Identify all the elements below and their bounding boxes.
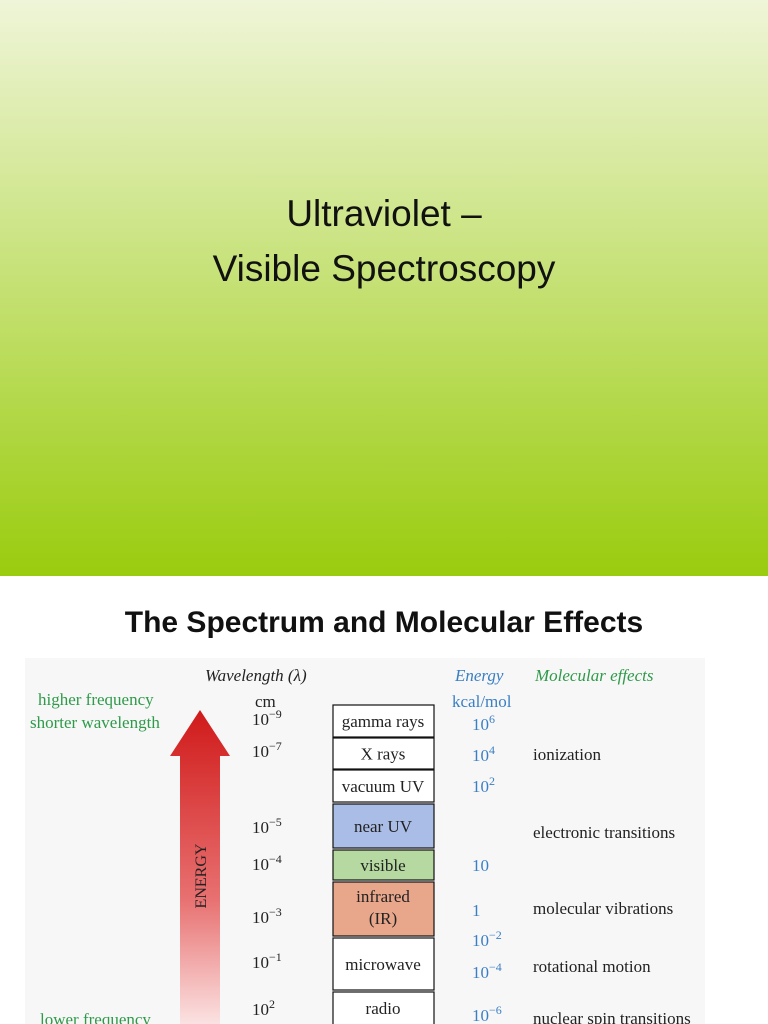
region-box — [332, 769, 435, 803]
region-box — [332, 704, 435, 738]
power-exp: −4 — [269, 852, 282, 866]
title-line: Ultraviolet – — [286, 193, 482, 234]
power-exp: −9 — [269, 707, 282, 721]
power-base: 10 — [472, 856, 489, 875]
power-base: 10 — [472, 1006, 489, 1024]
power-label: 104 — [472, 743, 495, 765]
power-base: 10 — [252, 1000, 269, 1019]
region-box — [332, 849, 435, 881]
power-base: 10 — [252, 710, 269, 729]
power-exp: −3 — [269, 905, 282, 919]
power-base: 10 — [252, 742, 269, 761]
region-box — [332, 937, 435, 991]
region-box — [332, 737, 435, 770]
region-box — [332, 881, 435, 937]
power-label: 1 — [472, 901, 481, 920]
header: Wavelength (λ) — [205, 666, 307, 685]
power-base: 1 — [472, 901, 481, 920]
power-base: 10 — [252, 855, 269, 874]
power-exp: 6 — [489, 712, 495, 726]
power-label: 10−4 — [252, 852, 282, 874]
energy-arrow — [170, 710, 230, 1024]
power-label: 10−6 — [472, 1003, 502, 1024]
power-label: 10−4 — [472, 960, 502, 982]
region-box — [332, 803, 435, 849]
region-column — [332, 704, 435, 1024]
power-base: 10 — [252, 818, 269, 837]
note: higher frequency — [38, 690, 154, 709]
region-label: microwave — [345, 955, 421, 974]
labels: gamma rays X rays vacuum UV near UV visible i… — [252, 707, 691, 1024]
header: Energy — [454, 666, 504, 685]
region-label: near UV — [354, 817, 413, 836]
power-base: 10 — [472, 715, 489, 734]
effect-label: molecular vibrations — [533, 899, 673, 918]
slide-title: The Spectrum and Molecular Effects — [124, 606, 644, 639]
note: lower frequency — [40, 1010, 151, 1024]
power-label: 106 — [472, 712, 495, 734]
power-base: 10 — [252, 953, 269, 972]
power-exp: −1 — [269, 950, 282, 964]
power-exp: −5 — [269, 815, 282, 829]
power-base: 10 — [252, 908, 269, 927]
power-exp: 2 — [489, 774, 495, 788]
power-exp: −2 — [489, 928, 502, 942]
header: Molecular effects — [534, 666, 654, 685]
region-label: vacuum UV — [342, 777, 425, 796]
power-label: 10−9 — [252, 707, 282, 729]
note: shorter wavelength — [30, 713, 160, 732]
power-base: 10 — [472, 746, 489, 765]
region-label: visible — [360, 856, 405, 875]
power-base: 10 — [472, 963, 489, 982]
effect-label: electronic transitions — [533, 823, 675, 842]
effect-label: rotational motion — [533, 957, 651, 976]
power-exp: 4 — [489, 743, 495, 757]
region-label: (IR) — [369, 909, 397, 928]
effect-label: nuclear spin transitions — [533, 1009, 691, 1024]
power-label: 102 — [252, 997, 275, 1019]
power-exp: −7 — [269, 739, 282, 753]
effect-label: ionization — [533, 745, 601, 764]
power-label: 10 — [472, 856, 489, 875]
title-slide: Ultraviolet – Visible Spectroscopy — [0, 0, 768, 576]
power-label: 10−5 — [252, 815, 282, 837]
power-label: 10−7 — [252, 739, 282, 761]
power-base: 10 — [472, 777, 489, 796]
power-exp: −6 — [489, 1003, 502, 1017]
region-label: gamma rays — [342, 712, 425, 731]
region-label: X rays — [361, 745, 406, 764]
region-label: radio — [366, 999, 401, 1018]
power-label: 102 — [472, 774, 495, 796]
unit: kcal/mol — [452, 692, 512, 711]
unit: cm — [255, 692, 276, 711]
power-label: 10−2 — [472, 928, 502, 950]
power-label: 10−1 — [252, 950, 282, 972]
title-line: Visible Spectroscopy — [212, 248, 556, 289]
power-label: 10−3 — [252, 905, 282, 927]
arrow-label: ENERGY — [193, 843, 210, 908]
power-exp: 2 — [269, 997, 275, 1011]
region-label: infrared — [356, 887, 410, 906]
power-base: 10 — [472, 931, 489, 950]
power-exp: −4 — [489, 960, 502, 974]
region-box — [332, 991, 435, 1024]
